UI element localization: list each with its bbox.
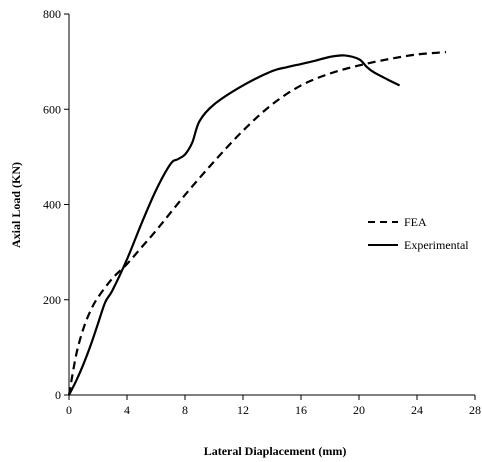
series-layer <box>67 51 447 396</box>
series-line-experimental <box>68 54 401 396</box>
x-ticks: 0 4 8 12 16 20 24 28 <box>66 395 481 417</box>
x-tick-label: 24 <box>411 403 423 417</box>
legend-experimental-label: Experimental <box>404 238 469 252</box>
x-tick-label: 4 <box>124 403 130 417</box>
x-tick-label: 16 <box>295 403 307 417</box>
x-tick-label: 8 <box>182 403 188 417</box>
y-ticks: 0 200 400 600 800 <box>43 7 69 402</box>
series-line-fea <box>67 51 447 396</box>
x-tick-label: 0 <box>66 403 72 417</box>
y-axis-title: Axial Load (KN) <box>9 162 23 248</box>
y-tick-label: 200 <box>43 293 61 307</box>
x-tick-label: 12 <box>237 403 249 417</box>
x-tick-label: 28 <box>469 403 481 417</box>
x-axis-title: Lateral Diaplacement (mm) <box>204 444 347 458</box>
legend-fea-label: FEA <box>404 215 427 229</box>
y-tick-label: 0 <box>55 388 61 402</box>
y-tick-label: 400 <box>43 198 61 212</box>
legend: FEA Experimental <box>368 215 469 252</box>
y-tick-label: 600 <box>43 102 61 116</box>
y-tick-label: 800 <box>43 7 61 21</box>
x-tick-label: 20 <box>353 403 365 417</box>
